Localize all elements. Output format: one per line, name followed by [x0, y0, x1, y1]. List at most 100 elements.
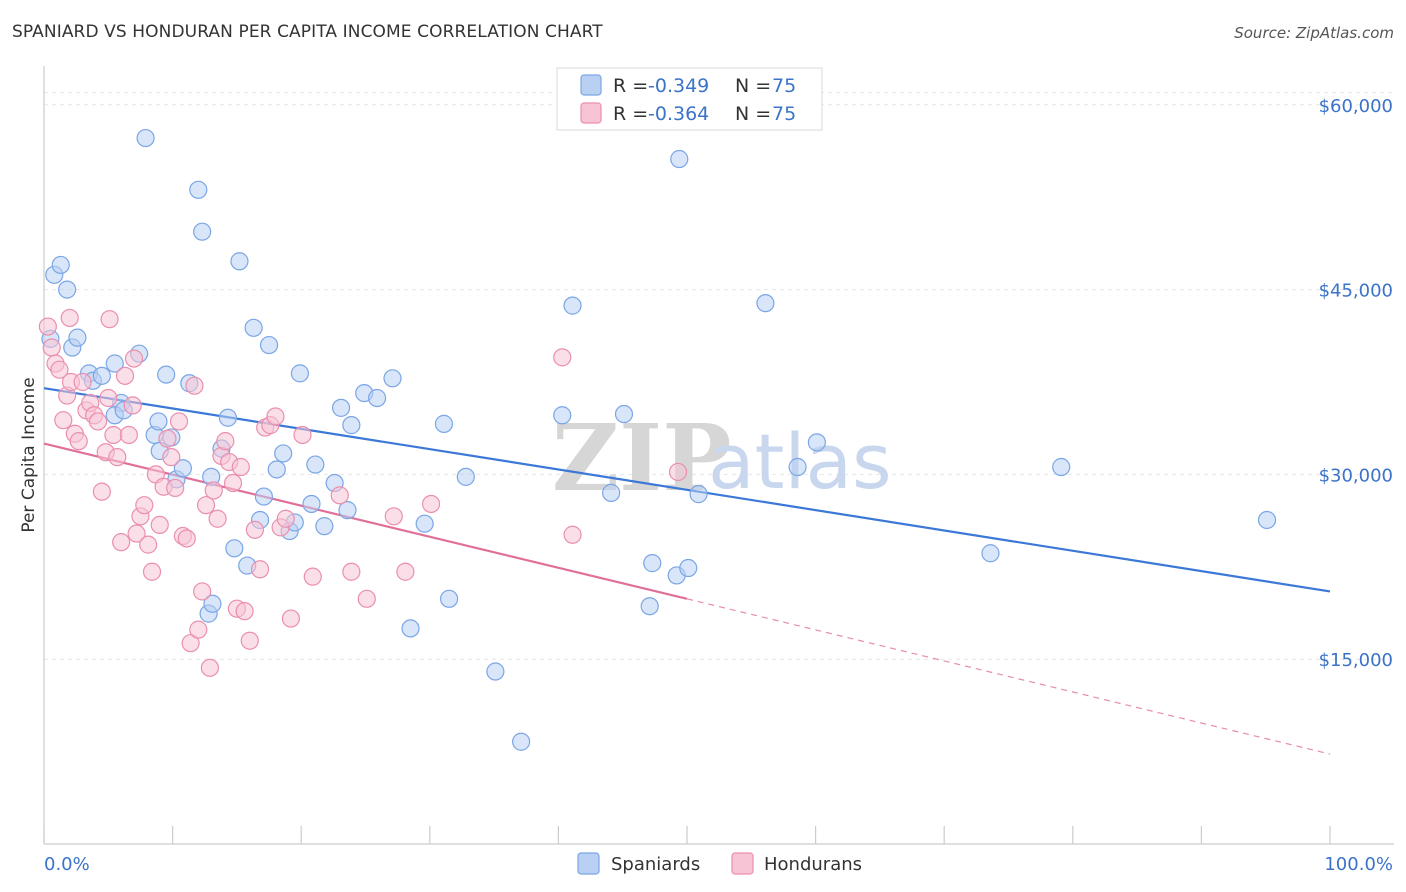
point-spaniards — [383, 369, 402, 388]
point-hondurans — [276, 509, 295, 528]
point-hondurans — [150, 515, 169, 535]
point-spaniards — [274, 444, 293, 463]
point-hondurans — [108, 448, 127, 467]
point-spaniards — [689, 485, 708, 504]
point-spaniards — [218, 408, 237, 427]
point-hondurans — [135, 496, 154, 515]
point-spaniards — [136, 128, 155, 148]
point-hondurans — [266, 407, 285, 426]
point-hondurans — [185, 376, 204, 395]
point-hondurans — [142, 562, 162, 581]
point-hondurans — [563, 525, 582, 544]
point-hondurans — [208, 509, 227, 528]
point-spaniards — [331, 398, 351, 417]
point-spaniards — [367, 388, 387, 408]
chart-source: Source: ZipAtlas.com — [1234, 24, 1394, 42]
point-hondurans — [181, 634, 200, 653]
point-spaniards — [254, 487, 274, 506]
point-spaniards — [512, 732, 531, 751]
y-tick-label: $45,000 — [1319, 281, 1393, 302]
point-spaniards — [807, 433, 826, 452]
point-hondurans — [166, 478, 185, 498]
point-hondurans — [231, 457, 250, 477]
point-spaniards — [68, 328, 87, 347]
point-spaniards — [401, 619, 420, 638]
point-hondurans — [303, 567, 322, 586]
point-spaniards — [563, 296, 582, 315]
point-spaniards — [244, 318, 263, 337]
legend-n-value: 75 — [772, 103, 796, 125]
legend-r-label: R = — [613, 75, 648, 97]
point-spaniards — [679, 558, 698, 578]
point-hondurans — [281, 609, 301, 628]
point-spaniards — [193, 222, 212, 241]
point-hondurans — [342, 562, 361, 581]
point-spaniards — [415, 514, 434, 533]
point-spaniards — [157, 365, 176, 384]
axes — [43, 66, 1394, 845]
point-hondurans — [330, 486, 349, 505]
point-spaniards — [553, 406, 572, 425]
legend-r-label: R = — [613, 103, 648, 125]
point-spaniards — [486, 662, 505, 681]
point-hondurans — [223, 473, 243, 493]
point-spaniards — [456, 467, 475, 486]
point-hondurans — [92, 482, 111, 501]
point-hondurans — [127, 524, 146, 543]
point-hondurans — [204, 481, 223, 500]
point-hondurans — [193, 582, 212, 601]
point-spaniards — [602, 483, 621, 502]
legend-n-label: N = — [735, 75, 771, 97]
point-hondurans — [169, 412, 189, 431]
point-hondurans — [189, 620, 208, 639]
point-spaniards — [342, 416, 361, 435]
point-hondurans — [112, 533, 131, 552]
point-hondurans — [73, 372, 92, 392]
chart-title: SPANIARD VS HONDURAN PER CAPITA INCOME C… — [12, 22, 603, 42]
point-hondurans — [357, 589, 376, 608]
point-hondurans — [139, 535, 158, 554]
y-tick-labels: $15,000 $30,000 $45,000 $60,000 — [1319, 96, 1393, 671]
point-hondurans — [216, 432, 235, 451]
point-spaniards — [643, 554, 662, 573]
point-hondurans — [553, 348, 572, 367]
bottom-legend-label-hondurans: Hondurans — [764, 854, 862, 875]
point-hondurans — [100, 310, 119, 329]
point-hondurans — [396, 562, 415, 581]
point-spaniards — [267, 460, 286, 479]
point-hondurans — [245, 520, 265, 539]
bottom-legend: Spaniards Hondurans — [577, 852, 862, 875]
point-hondurans — [99, 388, 118, 408]
point-hondurans — [177, 529, 196, 548]
point-spaniards — [306, 455, 325, 474]
point-hondurans — [54, 411, 73, 430]
y-axis-label: Per Capita Income — [19, 377, 39, 532]
point-hondurans — [38, 317, 57, 336]
point-spaniards — [1257, 510, 1277, 530]
point-hondurans — [384, 507, 403, 526]
point-hondurans — [69, 432, 88, 451]
legend-swatch-hondurans — [580, 102, 602, 124]
bottom-legend-swatch-spaniards — [577, 852, 600, 875]
point-hondurans — [50, 360, 69, 379]
point-spaniards — [259, 335, 279, 355]
point-hondurans — [668, 462, 688, 482]
point-spaniards — [434, 414, 454, 433]
point-hondurans — [60, 308, 79, 328]
point-hondurans — [115, 366, 135, 385]
point-spaniards — [756, 294, 775, 313]
point-hondurans — [162, 448, 181, 467]
point-hondurans — [124, 349, 144, 368]
legend-r-value: -0.349 — [648, 75, 709, 97]
point-spaniards — [149, 412, 168, 431]
point-hondurans — [88, 412, 108, 431]
point-spaniards — [203, 594, 222, 613]
point-spaniards — [51, 255, 70, 275]
point-spaniards — [670, 149, 689, 169]
point-hondurans — [421, 494, 441, 514]
point-hondurans — [240, 631, 259, 650]
point-spaniards — [105, 354, 124, 373]
point-spaniards — [173, 459, 192, 478]
point-spaniards — [788, 457, 807, 477]
point-hondurans — [104, 425, 123, 445]
